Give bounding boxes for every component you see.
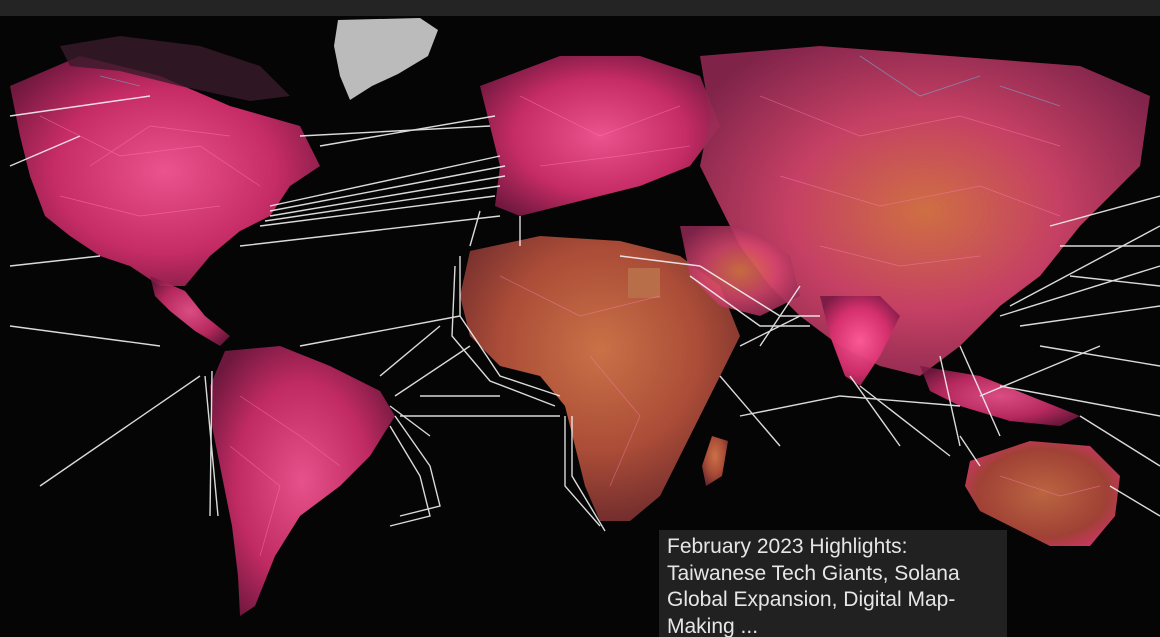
arabia-shape [680,226,800,316]
world-network-map [9,18,1160,616]
egypt-patch [628,268,660,298]
submarine-cables [9,95,1160,532]
south-america-shape [210,346,395,616]
map-image: February 2023 Highlights: Taiwanese Tech… [0,16,1160,637]
north-america-shape [10,56,320,286]
caption-text[interactable]: February 2023 Highlights: Taiwanese Tech… [667,535,960,637]
central-america-shape [150,276,230,346]
caption-overlay[interactable]: February 2023 Highlights: Taiwanese Tech… [659,530,1007,637]
southeast-asia-shape [920,366,1080,426]
land-network-lines [39,95,1101,557]
india-shape [820,296,900,386]
africa-shape [460,236,740,521]
madagascar-shape [702,436,728,486]
greenland-shape [334,18,438,100]
viewer-top-strip [0,0,1160,16]
canada-north-shape [60,36,290,101]
asia-shape [700,46,1150,376]
australia-shape [965,441,1120,546]
blue-network-lines [99,55,1061,107]
